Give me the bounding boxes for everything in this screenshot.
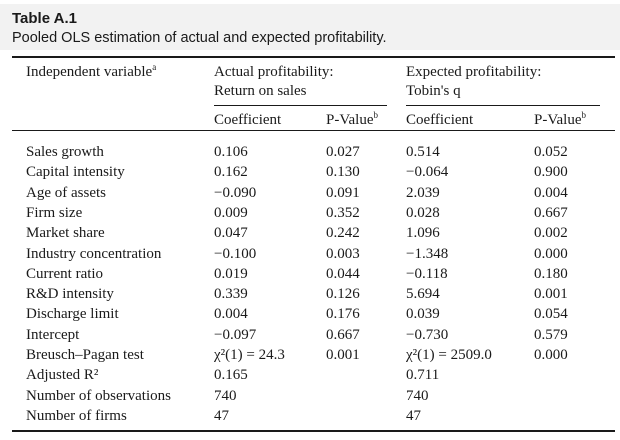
pvalue-tobins-q: 0.667 [534, 204, 568, 221]
group2-header-line2: Tobin's q [406, 83, 461, 99]
group2-rule [406, 105, 600, 106]
row-label: Sales growth [26, 144, 104, 160]
coefficient-tobins-q: χ²(1) = 2509.0 [406, 347, 492, 363]
pvalue-tobins-q: 0.054 [534, 306, 568, 323]
coefficient-return-on-sales: 740 [214, 387, 237, 404]
table-caption: Table A.1 Pooled OLS estimation of actua… [0, 4, 620, 50]
coefficient-tobins-q: 0.711 [406, 367, 440, 384]
coefficient-return-on-sales: 0.162 [214, 164, 248, 181]
pvalue-return-on-sales: 0.027 [326, 144, 360, 160]
pvalue-return-on-sales: 0.242 [326, 225, 360, 242]
coefficient-return-on-sales: 0.106 [214, 144, 248, 160]
pvalue-return-on-sales: 0.091 [326, 184, 360, 201]
top-rule [12, 56, 615, 58]
coefficient-tobins-q: 1.096 [406, 225, 440, 242]
header-coefficient-2: Coefficient [406, 112, 474, 128]
coefficient-return-on-sales: 0.019 [214, 265, 248, 282]
coefficient-tobins-q: 740 [406, 387, 429, 404]
row-label: Firm size [26, 204, 83, 221]
coefficient-tobins-q: −0.730 [406, 326, 449, 343]
pvalue-return-on-sales: 0.667 [326, 326, 360, 343]
row-label: Intercept [26, 326, 80, 343]
coefficient-return-on-sales: −0.090 [214, 184, 257, 201]
footnote-a: a [152, 62, 157, 72]
pvalue-tobins-q: 0.579 [534, 326, 568, 343]
row-label: Age of assets [26, 184, 106, 201]
footnote-b: b [373, 110, 379, 120]
row-label: Adjusted R² [26, 367, 99, 384]
row-label: Number of observations [26, 387, 171, 404]
coefficient-return-on-sales: 47 [214, 407, 229, 424]
bottom-rule [12, 430, 615, 432]
coefficient-return-on-sales: 0.047 [214, 225, 248, 242]
pvalue-return-on-sales: 0.003 [326, 245, 360, 262]
footnote-b: b [581, 110, 587, 120]
coefficient-tobins-q: 0.514 [406, 144, 440, 160]
pvalue-return-on-sales: 0.126 [326, 286, 360, 303]
row-label: Discharge limit [26, 306, 119, 323]
coefficient-return-on-sales: −0.097 [214, 326, 257, 343]
group1-rule [214, 105, 387, 106]
pvalue-tobins-q: 0.004 [534, 184, 568, 201]
pvalue-return-on-sales: 0.130 [326, 164, 360, 181]
pvalue-return-on-sales: 0.001 [326, 347, 360, 363]
coefficient-return-on-sales: −0.100 [214, 245, 257, 262]
coefficient-return-on-sales: 0.165 [214, 367, 248, 384]
pvalue-tobins-q: 0.900 [534, 164, 568, 181]
pvalue-tobins-q: 0.052 [534, 144, 568, 160]
coefficient-return-on-sales: χ²(1) = 24.3 [214, 347, 285, 363]
pvalue-tobins-q: 0.000 [534, 347, 568, 363]
coefficient-return-on-sales: 0.009 [214, 204, 248, 221]
group1-header-line2: Return on sales [214, 83, 307, 99]
row-label: R&D intensity [26, 286, 114, 303]
group1-header-line1: Actual profitability: [214, 64, 334, 80]
table-label: Table A.1 [12, 10, 78, 27]
header-rule [12, 130, 615, 131]
pvalue-return-on-sales: 0.044 [326, 265, 360, 282]
header-coefficient-1: Coefficient [214, 112, 282, 128]
coefficient-tobins-q: 0.028 [406, 204, 440, 221]
pvalue-return-on-sales: 0.176 [326, 306, 360, 323]
row-label: Breusch–Pagan test [26, 347, 144, 363]
pvalue-tobins-q: 0.001 [534, 286, 568, 303]
pvalue-tobins-q: 0.000 [534, 245, 568, 262]
row-label: Market share [26, 225, 105, 242]
header-pvalue-2: P-Valueb [534, 110, 587, 129]
group2-header-line1: Expected profitability: [406, 64, 542, 80]
coefficient-tobins-q: 47 [406, 407, 421, 424]
coefficient-tobins-q: 0.039 [406, 306, 440, 323]
row-label: Industry concentration [26, 245, 162, 262]
coefficient-tobins-q: 5.694 [406, 286, 440, 303]
header-row-label: Independent variablea [26, 62, 157, 81]
pvalue-tobins-q: 0.002 [534, 225, 568, 242]
coefficient-tobins-q: −1.348 [406, 245, 449, 262]
header-pvalue-1: P-Valueb [326, 110, 379, 129]
table-title: Pooled OLS estimation of actual and expe… [12, 30, 387, 46]
pvalue-return-on-sales: 0.352 [326, 204, 360, 221]
row-label: Current ratio [26, 265, 104, 282]
coefficient-tobins-q: −0.064 [406, 164, 449, 181]
coefficient-tobins-q: 2.039 [406, 184, 440, 201]
row-label: Capital intensity [26, 164, 125, 181]
coefficient-return-on-sales: 0.004 [214, 306, 248, 323]
coefficient-return-on-sales: 0.339 [214, 286, 248, 303]
pvalue-tobins-q: 0.180 [534, 265, 568, 282]
regression-table: Independent variablea Actual profitabili… [12, 56, 615, 434]
coefficient-tobins-q: −0.118 [406, 265, 448, 282]
row-label: Number of firms [26, 407, 127, 424]
